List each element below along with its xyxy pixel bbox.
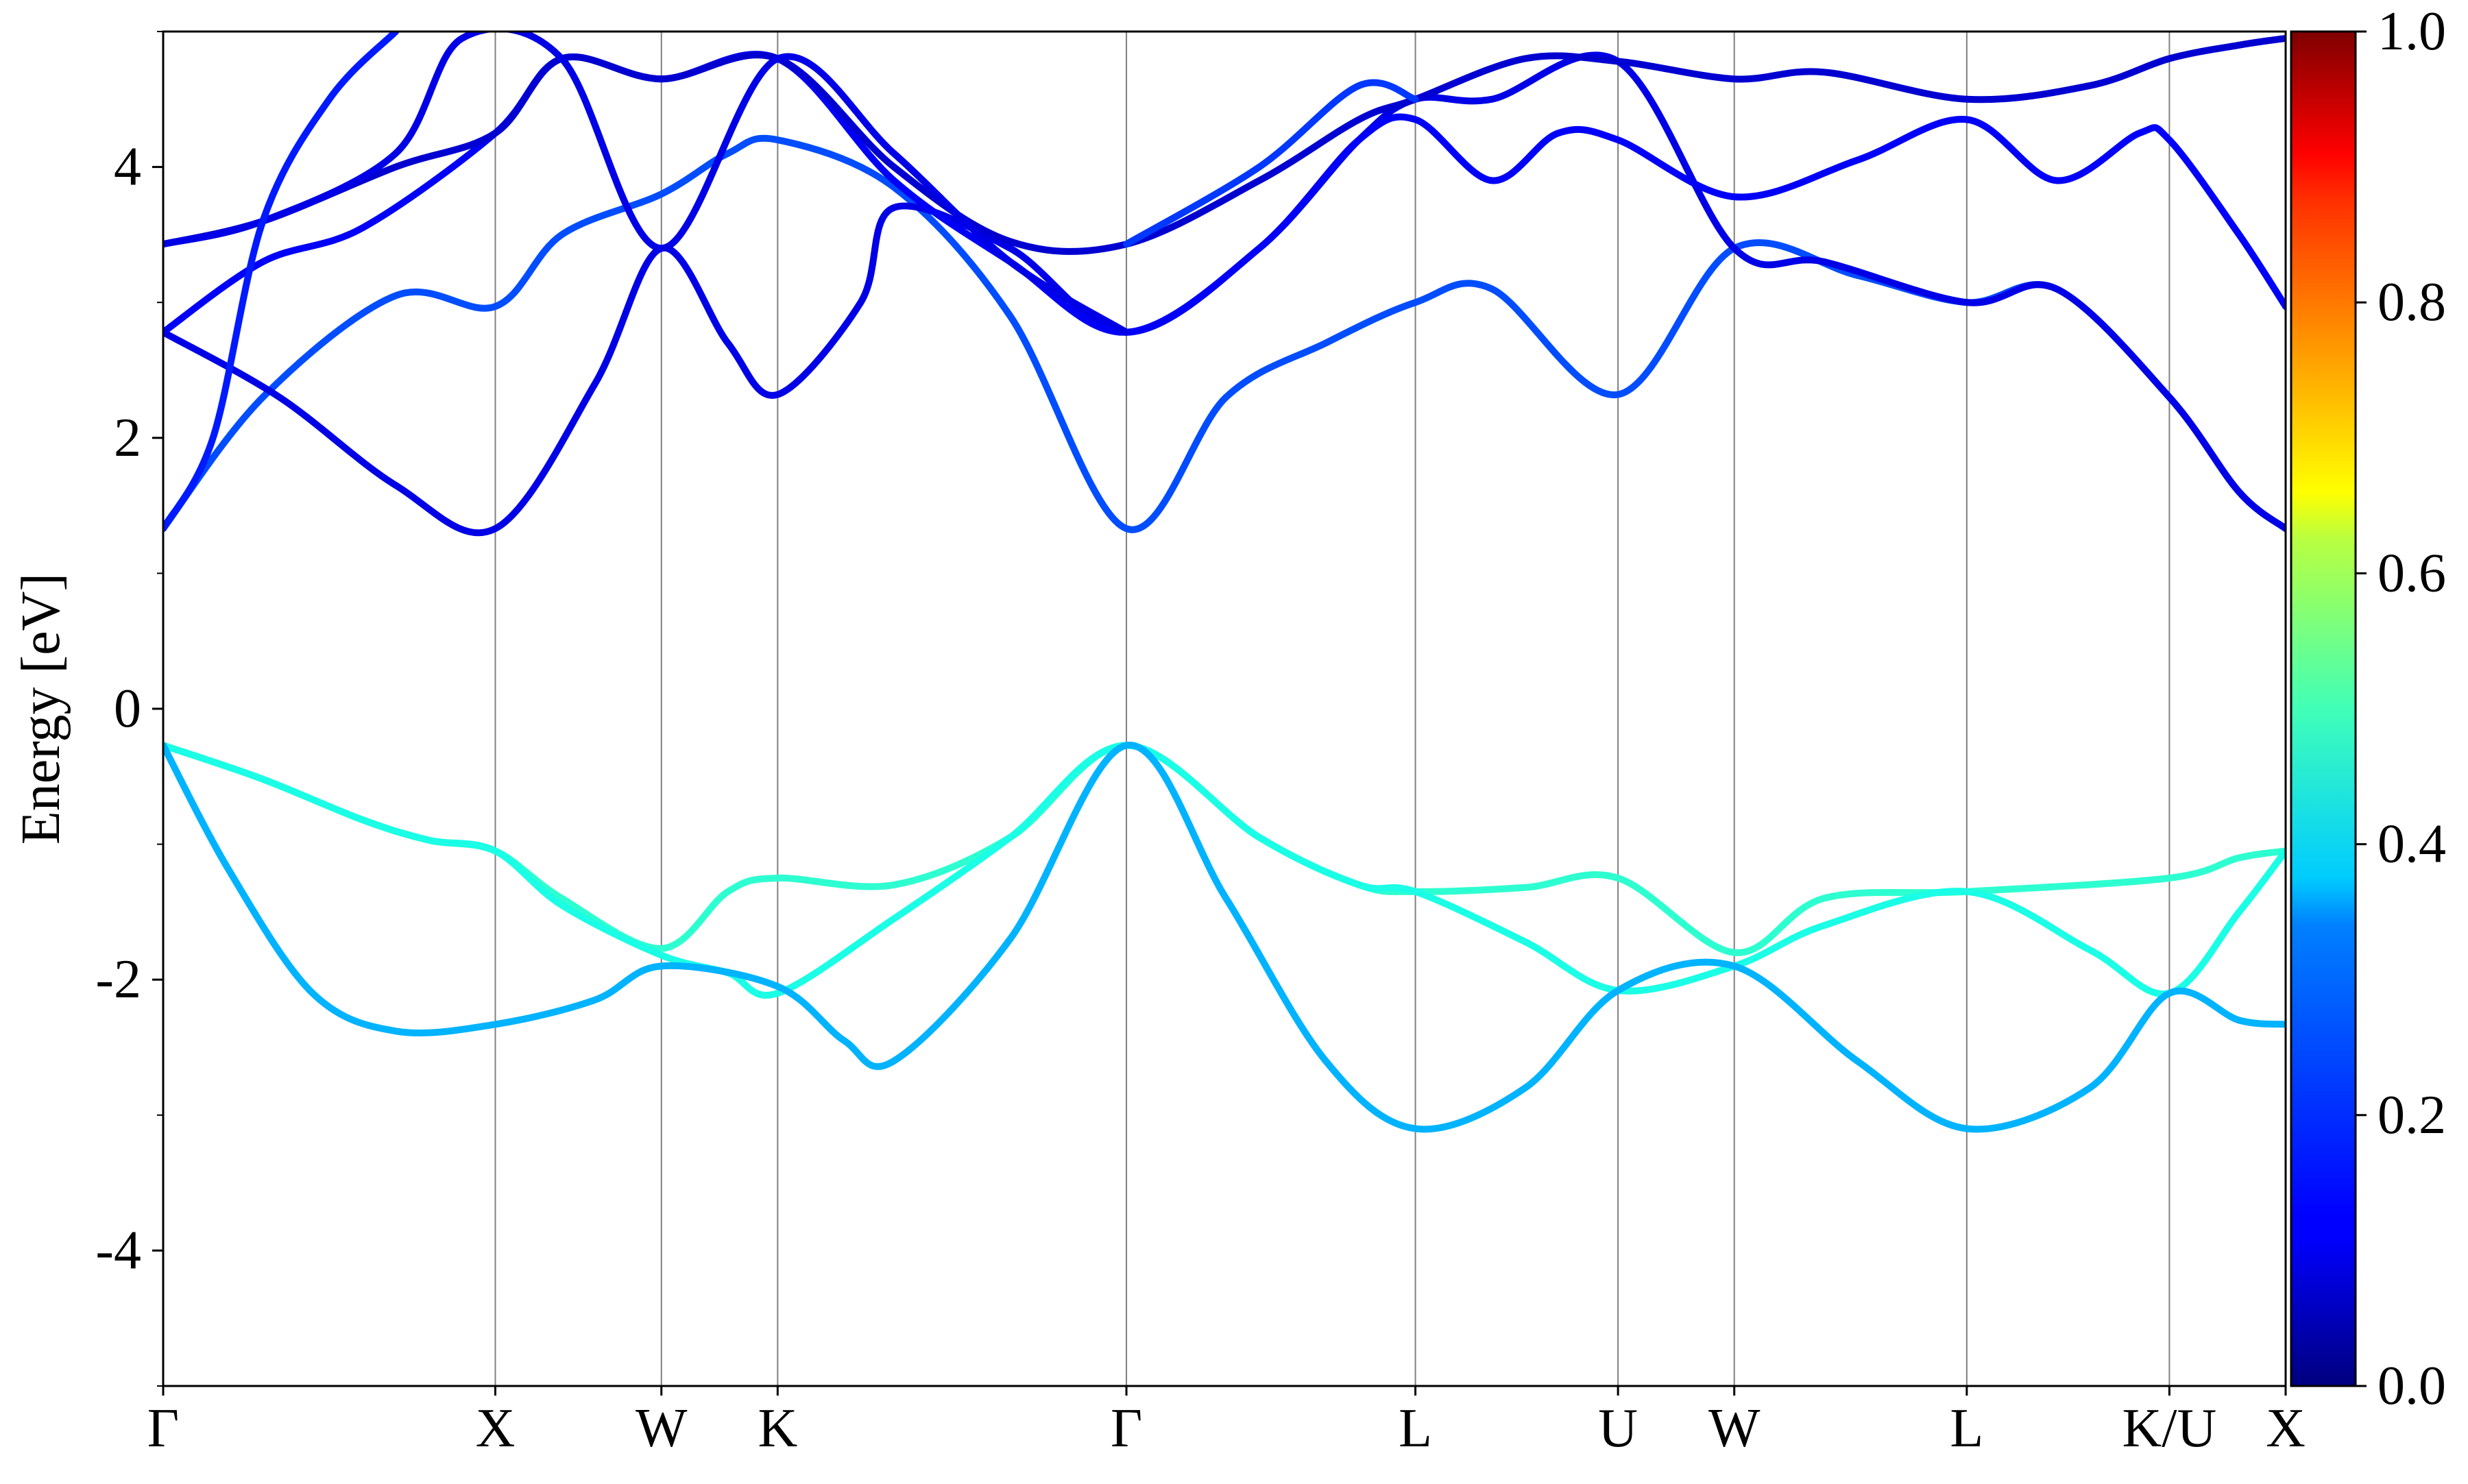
colorbar-ticks: 1.0 0.8 0.6 0.4 0.2 0.0 (2356, 1, 2446, 1416)
colorbar-tick-label: 0.4 (2378, 814, 2446, 875)
x-tick-label: L (1950, 1398, 1983, 1459)
band-line (1123, 79, 1419, 248)
colorbar-tick-label: 0.0 (2378, 1356, 2446, 1416)
x-tick-label: K (758, 1398, 797, 1459)
colorbar (2290, 30, 2357, 1387)
band-line (163, 32, 1130, 336)
colorbar-tick-label: 1.0 (2378, 1, 2446, 62)
band-line (163, 32, 400, 533)
x-tick-label: Γ (147, 1398, 179, 1459)
y-tick-label: -2 (95, 949, 141, 1010)
band-lines (163, 32, 2286, 1133)
band-line (163, 742, 2286, 1133)
x-tick-label: U (1598, 1398, 1638, 1459)
colorbar-tick-label: 0.6 (2378, 543, 2446, 603)
x-tick-label: X (2266, 1398, 2306, 1459)
colorbar-gradient (2290, 30, 2357, 1387)
colorbar-tick-label: 0.2 (2378, 1085, 2446, 1145)
x-tick-label: W (636, 1398, 688, 1459)
y-tick-label: 4 (114, 137, 141, 197)
x-tick-label: K/U (2122, 1398, 2217, 1459)
x-tick-label: X (476, 1398, 516, 1459)
x-tick-label: L (1399, 1398, 1432, 1459)
x-tick-label: W (1708, 1398, 1761, 1459)
y-tick-label: 0 (114, 679, 141, 739)
y-axis-label: Energy [eV] (11, 573, 71, 844)
band-line (163, 34, 2286, 255)
y-tick-label: -4 (95, 1220, 141, 1280)
x-tick-label: Γ (1111, 1398, 1142, 1459)
colorbar-tick-label: 0.8 (2378, 272, 2446, 332)
kpath-divider-lines (494, 32, 2170, 1386)
y-axis: 4 2 0 -2 -4 (95, 31, 163, 1387)
x-axis: Γ X W K Γ L U W L K/U X (147, 1386, 2306, 1459)
y-tick-label: 2 (114, 408, 141, 468)
band-line (163, 742, 2286, 999)
